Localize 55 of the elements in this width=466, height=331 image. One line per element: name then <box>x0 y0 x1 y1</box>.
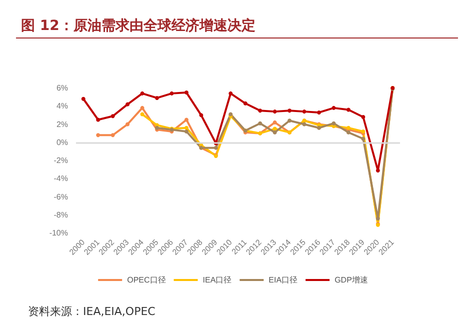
point <box>272 126 277 131</box>
point <box>376 216 380 220</box>
point <box>258 108 262 113</box>
point <box>81 96 86 101</box>
point <box>155 96 159 100</box>
point <box>302 122 306 126</box>
y-tick-label: -6% <box>54 192 68 202</box>
point <box>184 130 188 134</box>
point <box>346 130 350 134</box>
point <box>170 91 174 96</box>
point <box>96 118 100 122</box>
point <box>199 113 204 118</box>
point <box>228 91 233 96</box>
legend-label: GDP增速 <box>334 276 368 284</box>
point <box>272 110 277 114</box>
legend-label: OPEC口径 <box>127 276 166 284</box>
point <box>126 122 130 126</box>
y-tick-label: 6% <box>56 84 68 92</box>
y-tick-label: -4% <box>54 174 68 184</box>
point <box>140 91 144 96</box>
point <box>110 133 115 138</box>
point <box>376 168 380 172</box>
y-tick-label: -10% <box>49 228 68 238</box>
y-tick-label: -8% <box>54 210 68 220</box>
point <box>214 146 218 150</box>
point <box>184 118 188 122</box>
y-tick-label: 0% <box>56 138 68 147</box>
point <box>332 106 336 110</box>
text: 资料来源：IEA,EIA,OPEC <box>28 305 156 318</box>
point <box>126 102 130 106</box>
point <box>317 110 321 114</box>
y-tick-label: 2% <box>56 120 68 129</box>
point <box>288 118 292 123</box>
point <box>110 114 115 118</box>
point <box>184 90 188 95</box>
point <box>361 115 366 119</box>
legend-label: EIA口径 <box>268 276 298 284</box>
point <box>96 133 100 138</box>
point <box>258 121 262 126</box>
chart-title: 图 12：原油需求由全球经济增速决定 <box>21 17 256 34</box>
point <box>302 110 306 114</box>
point <box>288 108 292 113</box>
point <box>140 106 144 110</box>
point <box>184 126 188 130</box>
point <box>346 108 350 112</box>
point <box>361 136 366 141</box>
point <box>332 121 336 126</box>
point <box>243 101 248 106</box>
y-tick-label: -2% <box>54 156 68 165</box>
point <box>140 112 144 116</box>
point <box>272 130 277 134</box>
y-tick-label: 4% <box>56 102 68 111</box>
point <box>272 120 277 124</box>
point <box>317 126 321 130</box>
legend-label: IEA口径 <box>202 276 232 284</box>
